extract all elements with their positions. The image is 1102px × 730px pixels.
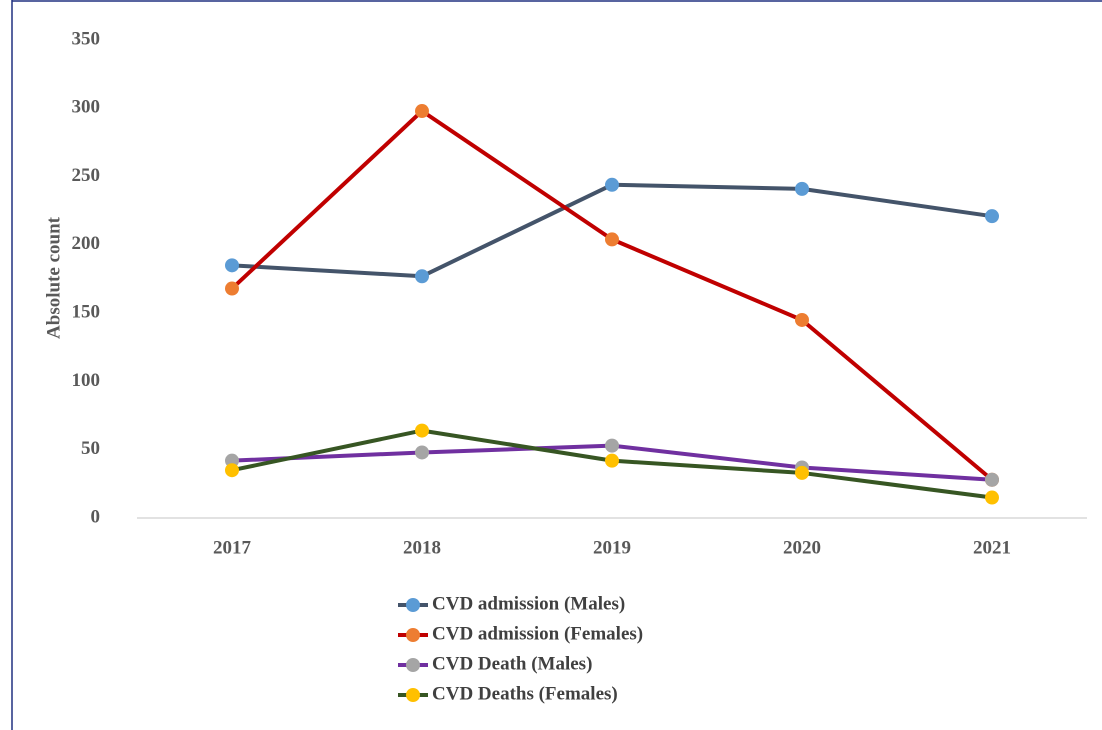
data-point <box>415 423 429 438</box>
x-tick-label: 2018 <box>403 537 441 558</box>
legend-marker <box>406 628 420 642</box>
legend-text: CVD admission (Females) <box>432 623 643 644</box>
x-tick-label: 2017 <box>213 537 252 558</box>
y-tick-label: 100 <box>72 370 101 391</box>
data-point <box>795 465 809 480</box>
series-line <box>230 109 994 482</box>
legend-text: CVD Deaths (Females) <box>432 683 618 704</box>
data-point <box>985 472 999 487</box>
data-point <box>225 463 239 478</box>
data-point <box>225 281 239 296</box>
y-tick-label: 200 <box>72 233 101 254</box>
x-tick-label: 2019 <box>593 537 631 558</box>
y-axis-title: Absolute count <box>43 216 64 339</box>
data-point <box>415 269 429 284</box>
x-tick-label: 2020 <box>783 537 821 558</box>
y-tick-label: 150 <box>72 302 101 323</box>
legend-marker <box>406 598 420 612</box>
data-point <box>225 258 239 273</box>
data-point <box>415 445 429 460</box>
legend-marker <box>406 688 420 702</box>
y-tick-label: 300 <box>72 97 101 118</box>
data-point <box>605 453 619 468</box>
x-tick-label: 2021 <box>973 537 1011 558</box>
y-tick-label: 250 <box>72 165 101 186</box>
y-tick-label: 0 <box>91 506 101 527</box>
data-point <box>415 104 429 119</box>
legend-text: CVD Death (Males) <box>432 653 592 674</box>
series-line <box>231 182 993 279</box>
legend-text: CVD admission (Males) <box>432 593 625 614</box>
data-point <box>605 232 619 247</box>
y-tick-label: 350 <box>72 28 101 49</box>
data-point <box>605 438 619 453</box>
data-point <box>795 181 809 196</box>
data-point <box>795 312 809 327</box>
data-point <box>985 209 999 224</box>
legend-marker <box>406 658 420 672</box>
data-point <box>985 490 999 505</box>
y-tick-label: 50 <box>81 438 100 459</box>
data-point <box>605 177 619 192</box>
